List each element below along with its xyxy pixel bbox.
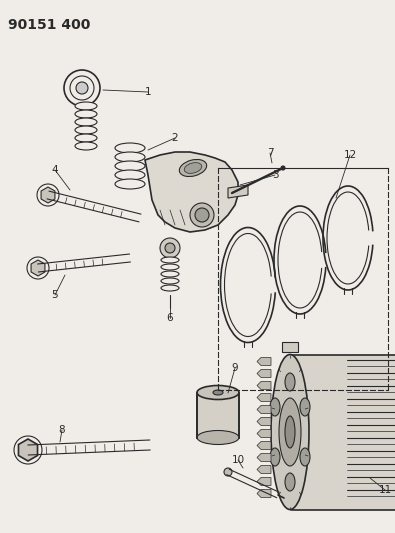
Polygon shape <box>282 342 298 351</box>
Ellipse shape <box>161 264 179 270</box>
Ellipse shape <box>75 118 97 126</box>
FancyBboxPatch shape <box>292 354 395 510</box>
Polygon shape <box>257 430 271 438</box>
Ellipse shape <box>270 448 280 466</box>
Circle shape <box>64 70 100 106</box>
Polygon shape <box>257 382 271 390</box>
Ellipse shape <box>75 134 97 142</box>
Circle shape <box>281 166 285 170</box>
Circle shape <box>76 82 88 94</box>
Ellipse shape <box>75 142 97 150</box>
Circle shape <box>70 76 94 100</box>
Polygon shape <box>257 417 271 425</box>
Ellipse shape <box>271 354 309 510</box>
Polygon shape <box>257 478 271 486</box>
Text: 3: 3 <box>272 170 278 180</box>
Text: 1: 1 <box>145 87 151 97</box>
Text: 11: 11 <box>378 485 391 495</box>
Ellipse shape <box>300 398 310 416</box>
Ellipse shape <box>161 271 179 277</box>
Text: 90151 400: 90151 400 <box>8 18 90 32</box>
Text: 2: 2 <box>172 133 178 143</box>
Ellipse shape <box>75 126 97 134</box>
Ellipse shape <box>197 431 239 445</box>
FancyBboxPatch shape <box>197 392 239 438</box>
Ellipse shape <box>300 448 310 466</box>
Ellipse shape <box>279 398 301 466</box>
Ellipse shape <box>161 257 179 263</box>
Polygon shape <box>257 369 271 377</box>
Text: 8: 8 <box>59 425 65 435</box>
Polygon shape <box>257 358 271 366</box>
Polygon shape <box>257 489 271 497</box>
Polygon shape <box>31 260 45 276</box>
Ellipse shape <box>161 278 179 284</box>
Ellipse shape <box>285 473 295 491</box>
Polygon shape <box>145 152 238 232</box>
Text: 5: 5 <box>52 290 58 300</box>
Ellipse shape <box>179 159 207 176</box>
Circle shape <box>160 238 180 258</box>
Ellipse shape <box>197 385 239 400</box>
Ellipse shape <box>115 179 145 189</box>
Ellipse shape <box>213 390 223 395</box>
Ellipse shape <box>285 373 295 391</box>
Ellipse shape <box>285 416 295 448</box>
Polygon shape <box>257 393 271 401</box>
Ellipse shape <box>270 398 280 416</box>
Text: 12: 12 <box>343 150 357 160</box>
Polygon shape <box>257 454 271 462</box>
Ellipse shape <box>115 152 145 162</box>
Ellipse shape <box>75 102 97 110</box>
Ellipse shape <box>115 170 145 180</box>
Ellipse shape <box>184 163 202 173</box>
Polygon shape <box>228 185 248 198</box>
Text: 4: 4 <box>52 165 58 175</box>
Circle shape <box>224 468 232 476</box>
Polygon shape <box>257 441 271 449</box>
Circle shape <box>195 208 209 222</box>
Ellipse shape <box>75 110 97 118</box>
Circle shape <box>190 203 214 227</box>
Text: 6: 6 <box>167 313 173 323</box>
Ellipse shape <box>115 161 145 171</box>
Polygon shape <box>19 439 38 461</box>
Ellipse shape <box>115 143 145 153</box>
Text: 9: 9 <box>232 363 238 373</box>
Polygon shape <box>257 465 271 473</box>
Ellipse shape <box>161 285 179 291</box>
Text: 10: 10 <box>231 455 245 465</box>
Polygon shape <box>257 406 271 414</box>
Text: 7: 7 <box>267 148 273 158</box>
Circle shape <box>165 243 175 253</box>
Polygon shape <box>41 187 55 203</box>
